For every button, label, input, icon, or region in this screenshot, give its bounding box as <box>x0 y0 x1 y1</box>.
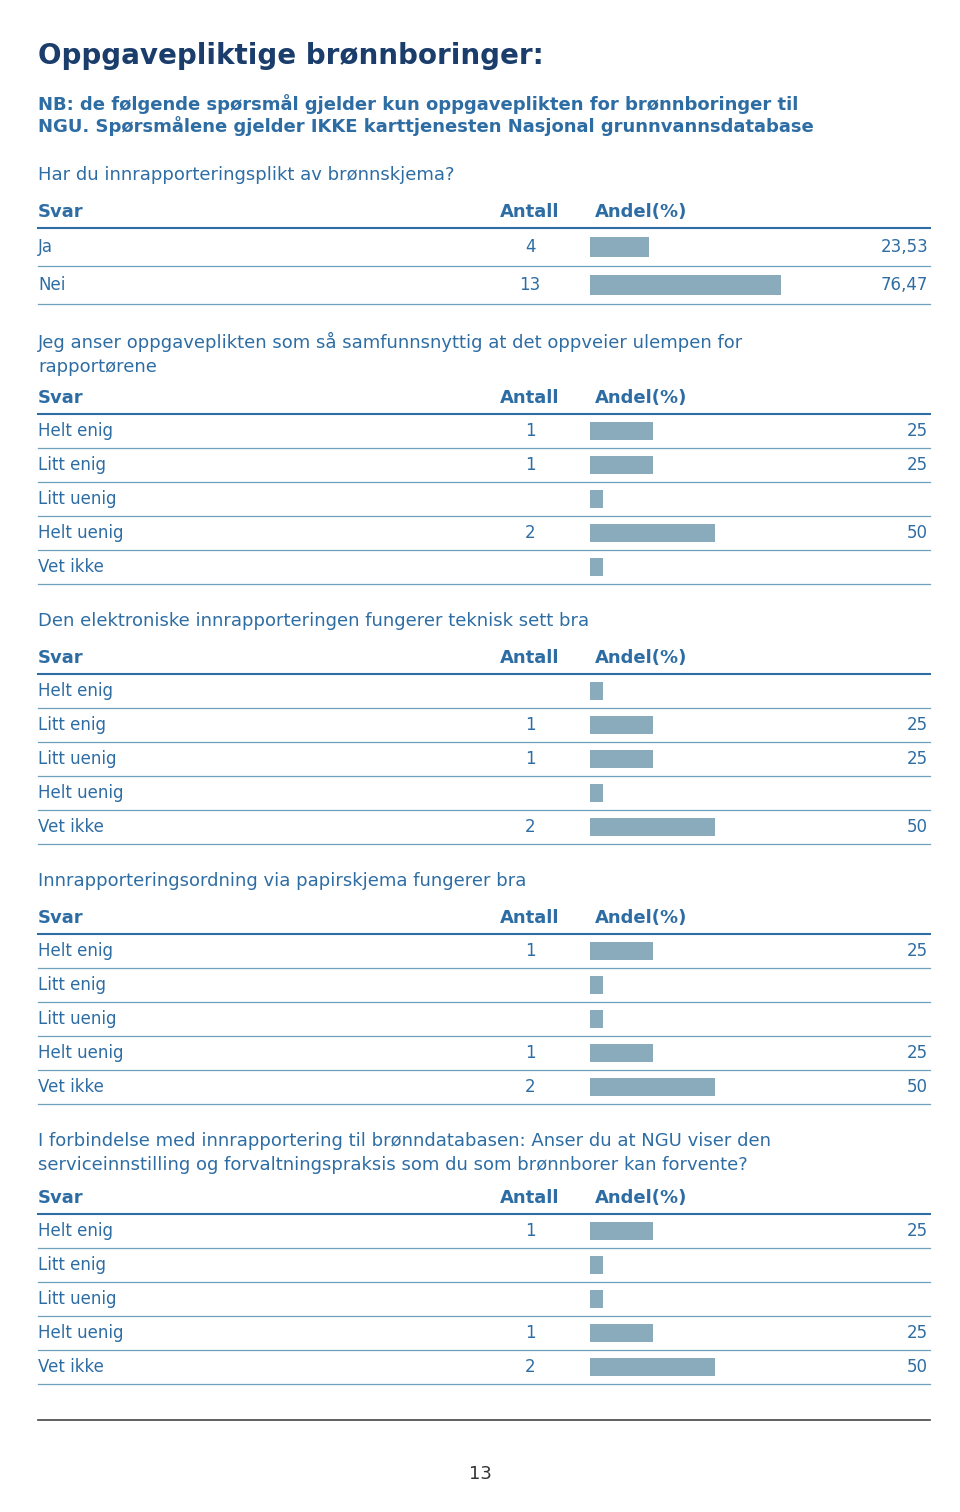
Bar <box>590 455 653 475</box>
Text: Svar: Svar <box>38 649 84 667</box>
Text: 25: 25 <box>907 1043 928 1061</box>
Text: 1: 1 <box>525 717 536 733</box>
Text: Helt enig: Helt enig <box>38 682 113 700</box>
Bar <box>590 1255 603 1275</box>
Text: Vet ikke: Vet ikke <box>38 558 104 576</box>
Bar <box>590 490 603 508</box>
Text: I forbindelse med innrapportering til brønndatabasen: Anser du at NGU viser den
: I forbindelse med innrapportering til br… <box>38 1132 771 1173</box>
Bar <box>590 818 715 836</box>
Text: 2: 2 <box>525 1078 536 1096</box>
Text: Litt uenig: Litt uenig <box>38 1290 116 1308</box>
Bar <box>590 783 603 803</box>
Bar <box>590 236 649 257</box>
Text: 25: 25 <box>907 1222 928 1240</box>
Text: Ja: Ja <box>38 237 53 256</box>
Text: NGU. Spørsmålene gjelder IKKE karttjenesten Nasjonal grunnvannsdatabase: NGU. Spørsmålene gjelder IKKE karttjenes… <box>38 116 814 136</box>
Text: 1: 1 <box>525 942 536 960</box>
Text: 4: 4 <box>525 237 536 256</box>
Bar <box>590 750 653 768</box>
Text: Antall: Antall <box>500 389 560 407</box>
Text: 1: 1 <box>525 1325 536 1343</box>
Bar <box>590 1078 715 1096</box>
Text: 2: 2 <box>525 1358 536 1376</box>
Text: Svar: Svar <box>38 1188 84 1207</box>
Text: 50: 50 <box>907 1078 928 1096</box>
Text: 25: 25 <box>907 422 928 440</box>
Text: Helt enig: Helt enig <box>38 422 113 440</box>
Bar <box>590 1222 653 1240</box>
Text: Andel(%): Andel(%) <box>595 1188 687 1207</box>
Text: Svar: Svar <box>38 909 84 927</box>
Text: Andel(%): Andel(%) <box>595 649 687 667</box>
Text: Andel(%): Andel(%) <box>595 203 687 221</box>
Text: Helt enig: Helt enig <box>38 1222 113 1240</box>
Bar <box>590 1323 653 1343</box>
Text: 50: 50 <box>907 525 928 541</box>
Text: Helt uenig: Helt uenig <box>38 1043 124 1061</box>
Text: Helt uenig: Helt uenig <box>38 525 124 541</box>
Text: Litt enig: Litt enig <box>38 457 106 473</box>
Text: Litt enig: Litt enig <box>38 1256 106 1275</box>
Text: Antall: Antall <box>500 909 560 927</box>
Text: 1: 1 <box>525 457 536 473</box>
Text: 25: 25 <box>907 750 928 768</box>
Text: 25: 25 <box>907 457 928 473</box>
Text: 25: 25 <box>907 1325 928 1343</box>
Text: Nei: Nei <box>38 277 65 293</box>
Text: 76,47: 76,47 <box>880 277 928 293</box>
Text: Antall: Antall <box>500 649 560 667</box>
Text: 50: 50 <box>907 1358 928 1376</box>
Text: Andel(%): Andel(%) <box>595 389 687 407</box>
Text: 13: 13 <box>468 1465 492 1483</box>
Text: Oppgavepliktige brønnboringer:: Oppgavepliktige brønnboringer: <box>38 42 543 70</box>
Text: 2: 2 <box>525 818 536 836</box>
Text: Litt uenig: Litt uenig <box>38 1010 116 1028</box>
Text: 23,53: 23,53 <box>880 237 928 256</box>
Text: Antall: Antall <box>500 203 560 221</box>
Bar <box>590 715 653 735</box>
Text: NB: de følgende spørsmål gjelder kun oppgaveplikten for brønnboringer til: NB: de følgende spørsmål gjelder kun opp… <box>38 94 799 113</box>
Text: 13: 13 <box>519 277 540 293</box>
Text: Jeg anser oppgaveplikten som så samfunnsnyttig at det oppveier ulempen for
rappo: Jeg anser oppgaveplikten som så samfunns… <box>38 333 743 375</box>
Text: Vet ikke: Vet ikke <box>38 1078 104 1096</box>
Text: Antall: Antall <box>500 1188 560 1207</box>
Bar <box>590 275 781 295</box>
Text: Vet ikke: Vet ikke <box>38 818 104 836</box>
Bar <box>590 1043 653 1063</box>
Bar <box>590 558 603 576</box>
Text: Litt uenig: Litt uenig <box>38 490 116 508</box>
Bar <box>590 682 603 700</box>
Bar <box>590 1010 603 1028</box>
Text: Helt enig: Helt enig <box>38 942 113 960</box>
Text: 25: 25 <box>907 717 928 733</box>
Text: Helt uenig: Helt uenig <box>38 1325 124 1343</box>
Text: Litt enig: Litt enig <box>38 977 106 993</box>
Text: Andel(%): Andel(%) <box>595 909 687 927</box>
Text: Helt uenig: Helt uenig <box>38 785 124 801</box>
Text: Svar: Svar <box>38 203 84 221</box>
Text: Har du innrapporteringsplikt av brønnskjema?: Har du innrapporteringsplikt av brønnskj… <box>38 166 454 184</box>
Text: Den elektroniske innrapporteringen fungerer teknisk sett bra: Den elektroniske innrapporteringen funge… <box>38 612 589 631</box>
Text: 2: 2 <box>525 525 536 541</box>
Bar <box>590 523 715 543</box>
Text: 50: 50 <box>907 818 928 836</box>
Bar <box>590 942 653 960</box>
Text: 25: 25 <box>907 942 928 960</box>
Bar <box>590 1358 715 1376</box>
Bar <box>590 1290 603 1308</box>
Bar <box>590 422 653 440</box>
Text: 1: 1 <box>525 1043 536 1061</box>
Text: Innrapporteringsordning via papirskjema fungerer bra: Innrapporteringsordning via papirskjema … <box>38 872 526 891</box>
Text: Litt uenig: Litt uenig <box>38 750 116 768</box>
Text: Svar: Svar <box>38 389 84 407</box>
Text: 1: 1 <box>525 1222 536 1240</box>
Text: 1: 1 <box>525 422 536 440</box>
Text: 1: 1 <box>525 750 536 768</box>
Text: Vet ikke: Vet ikke <box>38 1358 104 1376</box>
Bar <box>590 975 603 995</box>
Text: Litt enig: Litt enig <box>38 717 106 733</box>
